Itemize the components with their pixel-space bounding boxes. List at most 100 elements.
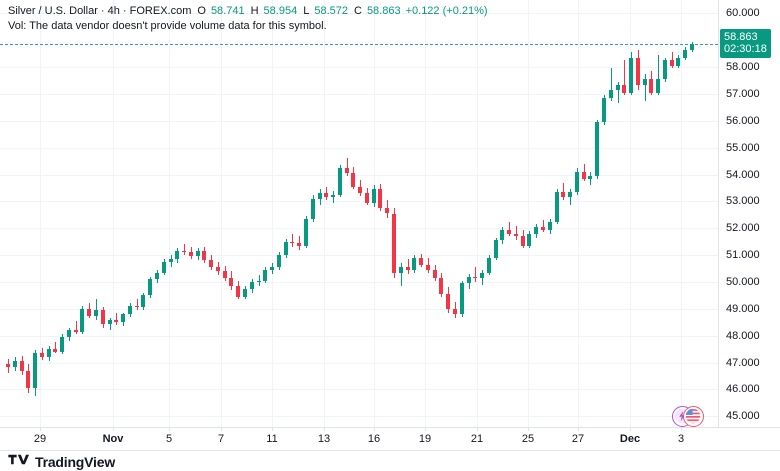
us-flag-badge-icon[interactable]: [683, 406, 704, 427]
candle-body: [378, 189, 382, 209]
candle-body: [392, 213, 396, 273]
candle-wick: [475, 267, 476, 282]
change-value: +0.122 (+0.21%): [405, 5, 488, 17]
candlestick-series: [6, 41, 694, 397]
candle-body: [460, 283, 464, 315]
candle-body: [406, 267, 410, 270]
price-axis-tick: 53.000: [726, 195, 760, 207]
candle-body: [690, 43, 694, 50]
candle-body: [209, 260, 213, 268]
ohlc-high: H 58.954: [251, 5, 298, 17]
candle-body: [250, 281, 254, 289]
gridline-vertical: [477, 0, 478, 427]
candle-body: [67, 330, 71, 338]
candle-body: [121, 314, 125, 323]
time-axis-tick: Dec: [619, 433, 641, 445]
candle-body: [175, 251, 179, 260]
candle-body: [602, 98, 606, 123]
candle-body: [33, 353, 37, 389]
price-axis-tick: 48.000: [726, 330, 760, 342]
gridline-horizontal: [0, 175, 718, 176]
candle-wick: [543, 220, 544, 233]
time-axis-tick: 3: [677, 433, 685, 445]
candle-body: [358, 186, 362, 194]
candle-body: [582, 171, 586, 179]
candle-body: [20, 361, 24, 371]
ohlc-open: O 58.741: [197, 5, 244, 17]
chart-legend: Silver / U.S. Dollar · 4h · FOREX.com O 58…: [8, 5, 488, 33]
candle-body: [588, 175, 592, 179]
close-label: C: [353, 5, 362, 17]
candle-body: [467, 276, 471, 284]
candle-body: [453, 308, 457, 315]
time-axis-tickmark: [477, 427, 478, 431]
candle-body: [365, 193, 369, 203]
candle-body: [480, 272, 484, 278]
candle-body: [135, 306, 139, 308]
candle-wick: [347, 158, 348, 176]
time-axis-bottom-border: [0, 450, 780, 451]
candle-wick: [509, 221, 510, 237]
volume-note: Vol: The data vendor doesn't provide vol…: [8, 20, 327, 32]
time-axis-tickmark: [324, 427, 325, 431]
candle-body: [643, 79, 647, 85]
candle-wick: [590, 171, 591, 186]
time-axis-tick: 19: [418, 433, 432, 445]
candle-body: [87, 308, 91, 316]
candle-body: [473, 276, 477, 278]
time-axis-tickmark: [40, 427, 41, 431]
candle-body: [324, 193, 328, 198]
candle-body: [13, 361, 17, 367]
time-axis-tickmark: [578, 427, 579, 431]
time-axis-tick: 13: [317, 433, 331, 445]
price-axis[interactable]: 60.000 58.000 57.000 56.000 55.000 54.000 53.0…: [718, 0, 780, 427]
candle-body: [80, 308, 84, 332]
candle-body: [290, 241, 294, 244]
gridline-vertical: [40, 0, 41, 427]
price-axis-tick: 57.000: [726, 88, 760, 100]
candle-wick: [563, 182, 564, 201]
candle-body: [257, 280, 261, 282]
candle-body: [229, 277, 233, 286]
candle-wick: [137, 299, 138, 311]
candle-wick: [618, 81, 619, 104]
time-axis-tickmark: [528, 427, 529, 431]
price-axis-tick: 45.000: [726, 410, 760, 422]
low-label: L: [303, 5, 310, 17]
candle-body: [338, 167, 342, 195]
candle-body: [616, 84, 620, 90]
candle-body: [541, 226, 545, 230]
candle-body: [412, 257, 416, 270]
price-axis-tick: 56.000: [726, 115, 760, 127]
candle-body: [426, 264, 430, 270]
candle-body: [148, 279, 152, 296]
ohlc-low: L 58.572: [303, 5, 348, 17]
candle-wick: [672, 52, 673, 69]
ohlc-close: C 58.863: [354, 5, 401, 17]
candle-body: [155, 272, 159, 280]
candle-body: [534, 226, 538, 234]
candle-body: [297, 243, 301, 246]
gridline-horizontal: [0, 67, 718, 68]
candle-wick: [96, 299, 97, 320]
candle-body: [561, 192, 565, 198]
tradingview-footer[interactable]: TradingView: [8, 453, 115, 470]
symbol-title[interactable]: Silver / U.S. Dollar · 4h · FOREX.com: [8, 5, 192, 17]
chart-pane[interactable]: [0, 0, 718, 427]
candle-body: [351, 173, 355, 187]
candle-body: [270, 267, 274, 270]
candle-wick: [110, 318, 111, 331]
gridline-horizontal: [0, 228, 718, 229]
time-axis-tick: 25: [521, 433, 535, 445]
candle-body: [494, 240, 498, 258]
gridline-vertical: [169, 0, 170, 427]
candle-body: [284, 241, 288, 256]
time-axis-tick: 29: [33, 433, 47, 445]
time-axis[interactable]: 29 Nov 5 7 11 13 16 19 21 25 27 Dec 3: [0, 427, 780, 451]
candle-body: [521, 236, 525, 246]
time-axis-tickmark: [272, 427, 273, 431]
candle-body: [433, 269, 437, 278]
low-value: 58.572: [314, 5, 348, 17]
candle-body: [114, 319, 118, 323]
